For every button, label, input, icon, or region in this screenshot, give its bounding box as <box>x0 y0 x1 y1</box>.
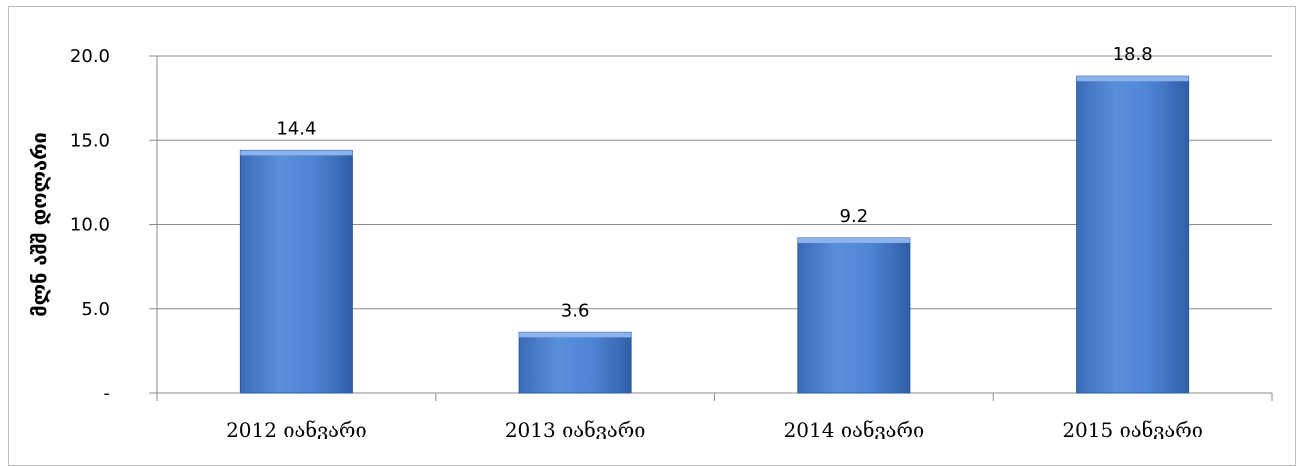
y-tick-label: 15.0 <box>70 130 110 151</box>
bar-chart: - 5.0 10.0 15.0 20.0 14.4 2012 იანვარი 3.6 2013 … <box>27 44 1273 439</box>
bar-top-highlight <box>519 332 632 338</box>
x-tick-label: 2014 იანვარი <box>784 418 925 439</box>
bar-top-highlight <box>1076 76 1189 82</box>
bar-top-highlight <box>240 150 353 156</box>
bar-top-highlight <box>797 237 910 243</box>
data-label: 3.6 <box>561 300 590 321</box>
labels: - 5.0 10.0 15.0 20.0 14.4 2012 იანვარი 3.6 2013 … <box>70 44 1203 439</box>
y-axis-title: მლნ აშშ დოლარი <box>27 132 51 317</box>
bar <box>518 331 632 394</box>
x-tick-label: 2012 იანვარი <box>226 418 367 439</box>
x-tick-label: 2013 იანვარი <box>505 418 646 439</box>
bars <box>239 75 1190 394</box>
x-tick-label: 2015 იანვარი <box>1062 418 1203 439</box>
bar <box>1076 75 1190 394</box>
y-tick-label: 20.0 <box>70 46 110 67</box>
bar <box>239 149 353 394</box>
bar <box>797 237 911 394</box>
data-label: 9.2 <box>840 206 869 227</box>
y-tick-label: - <box>104 383 111 404</box>
y-tick-label: 10.0 <box>70 215 110 236</box>
data-label: 14.4 <box>276 118 316 139</box>
y-tick-label: 5.0 <box>81 299 110 320</box>
data-label: 18.8 <box>1113 44 1153 65</box>
